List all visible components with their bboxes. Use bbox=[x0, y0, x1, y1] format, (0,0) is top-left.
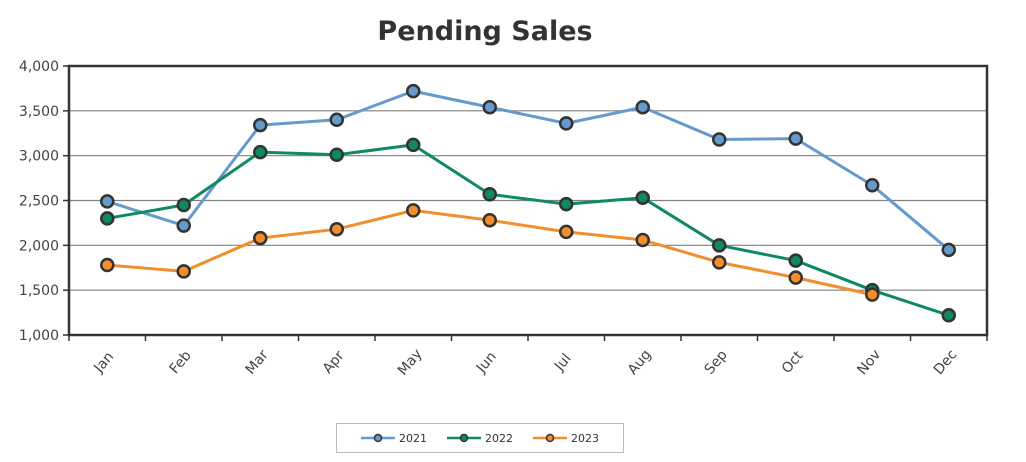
data-point bbox=[788, 253, 803, 268]
chart-title: Pending Sales bbox=[377, 16, 592, 47]
legend-item: 2023 bbox=[533, 432, 599, 445]
data-point bbox=[100, 257, 115, 273]
data-point bbox=[712, 132, 727, 147]
data-point bbox=[253, 144, 268, 160]
data-point bbox=[712, 255, 727, 270]
data-point bbox=[329, 112, 344, 128]
data-point bbox=[253, 117, 268, 133]
series-2021 bbox=[100, 83, 956, 258]
x-tick-label: Oct bbox=[779, 348, 807, 377]
legend-item: 2022 bbox=[447, 432, 513, 445]
data-point bbox=[865, 178, 880, 193]
data-point bbox=[865, 287, 880, 302]
legend: 2021 2022 2023 bbox=[336, 423, 624, 453]
data-point bbox=[482, 186, 497, 202]
y-tick-label: 2,500 bbox=[19, 194, 59, 210]
data-point bbox=[788, 131, 803, 146]
data-point bbox=[406, 203, 421, 218]
x-tick-label: Jun bbox=[473, 349, 500, 377]
data-point bbox=[635, 99, 650, 115]
data-point bbox=[100, 211, 115, 226]
series-2023 bbox=[100, 203, 880, 302]
legend-label: 2023 bbox=[571, 431, 599, 445]
data-point bbox=[329, 147, 344, 163]
x-tick-label: Sep bbox=[702, 347, 731, 378]
y-tick-label: 4,000 bbox=[19, 59, 59, 75]
data-point bbox=[406, 83, 421, 99]
x-tick-label: Feb bbox=[167, 348, 195, 377]
data-point bbox=[941, 308, 956, 323]
x-tick-label: Apr bbox=[320, 348, 348, 377]
x-tick-label: Jan bbox=[90, 349, 117, 377]
data-point bbox=[482, 212, 497, 228]
x-tick-label: Dec bbox=[931, 347, 961, 378]
data-point bbox=[712, 238, 727, 253]
legend-marker-icon bbox=[361, 433, 395, 443]
data-point bbox=[559, 196, 574, 212]
series-line bbox=[106, 143, 950, 317]
line-chart: Pending Sales 1,000 1,500 2,000 2,500 3,000 3… bbox=[19, 16, 989, 379]
x-tick-label: Mar bbox=[243, 347, 272, 378]
data-point bbox=[635, 232, 650, 248]
legend-marker-icon bbox=[447, 433, 481, 443]
x-tick-label: Aug bbox=[625, 347, 655, 378]
data-point bbox=[100, 194, 115, 209]
data-point bbox=[329, 221, 344, 237]
series-2022 bbox=[100, 137, 956, 323]
data-point bbox=[559, 116, 574, 131]
x-tick-label: Nov bbox=[854, 347, 884, 378]
y-tick-label: 1,500 bbox=[19, 283, 59, 299]
legend-label: 2022 bbox=[485, 431, 513, 445]
data-point bbox=[941, 242, 956, 258]
x-tick-label: Jul bbox=[551, 351, 575, 375]
data-point bbox=[635, 190, 650, 206]
legend-label: 2021 bbox=[399, 431, 427, 445]
y-tick-label: 1,000 bbox=[19, 328, 59, 344]
data-point bbox=[176, 218, 191, 233]
legend-marker-icon bbox=[533, 433, 567, 443]
x-tick-label: May bbox=[395, 346, 426, 378]
data-point bbox=[559, 224, 574, 240]
series-line bbox=[106, 89, 950, 251]
y-tick-label: 2,000 bbox=[19, 238, 59, 254]
y-tick-label: 3,500 bbox=[19, 104, 59, 120]
data-point bbox=[406, 137, 421, 153]
data-point bbox=[176, 264, 191, 279]
y-tick-label: 3,000 bbox=[19, 149, 59, 165]
data-point bbox=[482, 99, 497, 115]
legend-item: 2021 bbox=[361, 432, 427, 445]
data-point bbox=[253, 230, 268, 246]
data-point bbox=[176, 197, 191, 213]
data-point bbox=[788, 270, 803, 285]
